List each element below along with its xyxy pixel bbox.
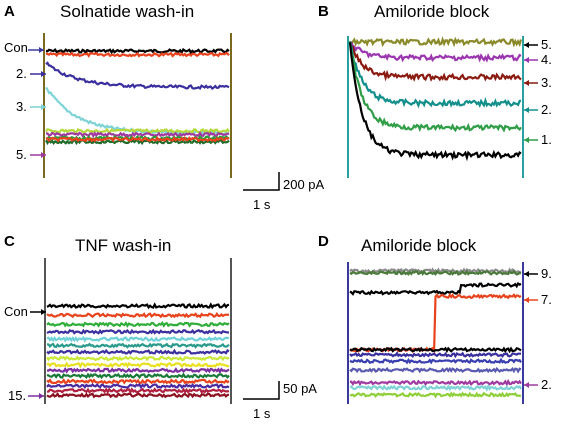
panel-b-label-1: 1. bbox=[541, 132, 552, 147]
panel-letter-a: A bbox=[4, 3, 15, 20]
panel-a-label-5: 5. bbox=[16, 147, 27, 162]
panel-a-scale-bar bbox=[243, 172, 280, 191]
panel-b-label-5: 5. bbox=[541, 37, 552, 52]
current-trace-6 bbox=[45, 130, 230, 139]
current-trace-10 bbox=[349, 384, 522, 392]
current-trace-11 bbox=[349, 391, 522, 399]
scale-bar-c-x: 1 s bbox=[253, 406, 271, 421]
panel-b-title: Amiloride block bbox=[374, 2, 490, 21]
panel-c-label-con: Con bbox=[4, 304, 28, 319]
label-arrow-head bbox=[524, 107, 529, 113]
current-trace-5 bbox=[45, 127, 230, 134]
current-trace-3 bbox=[45, 61, 230, 91]
current-trace-8 bbox=[46, 355, 230, 362]
panel-d-label-2: 2. bbox=[541, 377, 552, 392]
panel-letter-b: B bbox=[318, 3, 329, 20]
scale-bar-a-y: 200 pA bbox=[283, 177, 325, 192]
current-trace-2 bbox=[349, 269, 522, 277]
panel-c-label-15: 15. bbox=[8, 388, 26, 403]
panel-a-title: Solnatide wash-in bbox=[60, 2, 194, 21]
current-trace-1 bbox=[349, 267, 522, 275]
panel-b-label-2: 2. bbox=[541, 102, 552, 117]
label-arrow-head bbox=[41, 104, 46, 110]
label-arrow-head bbox=[41, 309, 46, 315]
current-trace-3 bbox=[349, 281, 522, 296]
label-arrow-head bbox=[524, 382, 529, 388]
label-arrows bbox=[28, 42, 538, 399]
current-trace-4 bbox=[46, 328, 230, 335]
panel-d-title: Amiloride block bbox=[361, 236, 477, 255]
current-trace-1 bbox=[46, 302, 230, 310]
current-trace-3 bbox=[348, 42, 522, 82]
current-trace-5 bbox=[349, 346, 522, 354]
current-trace-15 bbox=[46, 392, 230, 399]
panel-a-plot bbox=[43, 33, 232, 178]
current-trace-6 bbox=[46, 342, 230, 349]
panel-a-label-2: 2. bbox=[16, 66, 27, 81]
current-trace-1 bbox=[349, 36, 523, 48]
label-arrow-head bbox=[524, 42, 529, 48]
panel-d-label-9: 9. bbox=[541, 266, 552, 281]
current-trace-4 bbox=[349, 292, 522, 355]
panel-d-label-7: 7. bbox=[541, 292, 552, 307]
current-trace-8 bbox=[349, 366, 522, 374]
panel-b-label-3: 3. bbox=[541, 75, 552, 90]
panel-letter-c: C bbox=[4, 233, 15, 250]
panel-c-scale-bar bbox=[243, 381, 280, 400]
current-trace-4 bbox=[348, 41, 522, 109]
current-trace-3 bbox=[46, 320, 230, 328]
label-arrow-head bbox=[41, 71, 46, 77]
current-trace-2 bbox=[46, 312, 230, 319]
scale-bar-lines bbox=[243, 172, 280, 191]
current-trace-9 bbox=[46, 361, 230, 369]
current-trace-5 bbox=[348, 40, 522, 133]
scale-bar-a-x: 1 s bbox=[253, 197, 271, 212]
label-arrow-head bbox=[41, 152, 46, 158]
label-arrow-head bbox=[524, 80, 529, 86]
current-trace-14 bbox=[46, 387, 230, 395]
current-trace-2 bbox=[45, 51, 230, 58]
panel-c-plot bbox=[44, 258, 232, 404]
current-trace-6 bbox=[349, 351, 521, 359]
label-arrow-head bbox=[524, 57, 529, 63]
panel-a-label-3: 3. bbox=[16, 99, 27, 114]
current-trace-9 bbox=[349, 378, 522, 387]
label-arrow-head bbox=[524, 137, 529, 143]
current-trace-13 bbox=[46, 382, 230, 390]
current-trace-7 bbox=[349, 357, 522, 365]
panel-b-label-4: 4. bbox=[541, 52, 552, 67]
current-trace-12 bbox=[46, 378, 230, 385]
scale-bar-lines bbox=[243, 381, 280, 400]
panel-d-plot bbox=[347, 262, 524, 404]
current-trace-7 bbox=[46, 348, 230, 355]
current-trace-10 bbox=[46, 367, 230, 375]
current-trace-2 bbox=[349, 40, 522, 63]
label-arrow-head bbox=[39, 393, 44, 399]
panel-letter-d: D bbox=[318, 233, 329, 250]
current-trace-6 bbox=[348, 42, 522, 162]
label-arrow-head bbox=[524, 297, 529, 303]
current-trace-4 bbox=[45, 86, 230, 137]
current-trace-5 bbox=[46, 336, 230, 343]
current-trace-9 bbox=[45, 135, 230, 143]
panel-a-label-con: Con bbox=[4, 40, 28, 55]
panel-c-title: TNF wash-in bbox=[75, 236, 171, 255]
current-trace-11 bbox=[46, 372, 230, 380]
scale-bar-c-y: 50 pA bbox=[283, 381, 317, 396]
label-arrow-head bbox=[39, 47, 44, 53]
label-arrow-head bbox=[524, 271, 529, 277]
panel-b-plot bbox=[347, 36, 524, 178]
